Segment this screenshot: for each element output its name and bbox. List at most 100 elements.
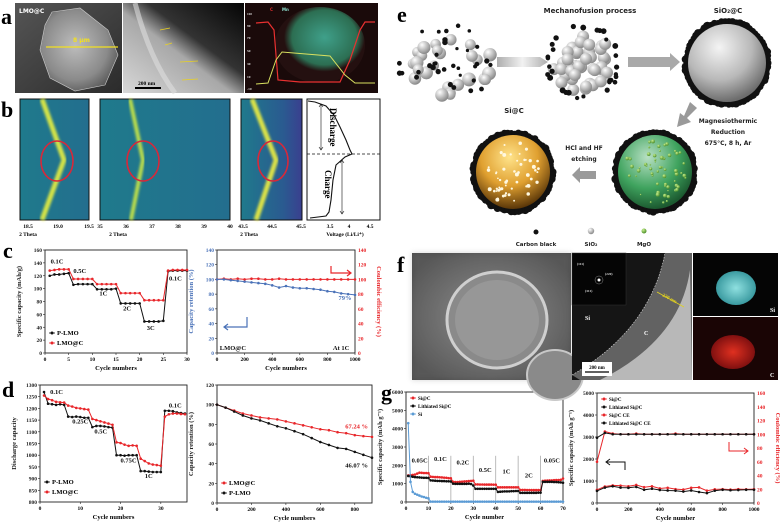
data-point [557,478,560,482]
y-tick-label: 0 [400,500,403,506]
data-point [627,432,630,436]
data-point [546,480,549,484]
data-point [642,432,646,436]
embedded-particle [680,172,683,175]
data-point [171,268,175,272]
data-point [163,415,167,418]
data-point [507,500,511,503]
carbon-black-particle [604,87,610,93]
embedded-particle [662,193,667,198]
data-point [603,431,607,435]
map-c-label: C [770,373,774,379]
embedded-particle [516,159,519,162]
data-point [50,402,54,406]
data-point [530,491,533,495]
tick-label: 19.5 [84,224,94,230]
data-point [471,479,475,483]
data-point [478,487,482,491]
x-tick-label: 600 [296,357,305,363]
y-tick-label: 1000 [392,482,403,488]
y-tick-label: 160 [34,248,43,254]
data-point [451,482,455,485]
annotation-label: 3C [147,325,155,332]
data-point [147,320,151,323]
y-tick-label: 1000 [583,479,594,485]
data-point [505,490,509,493]
annotation-label: 0.05C [412,458,428,465]
embedded-particle [526,192,530,196]
panel-letter-f: f [397,252,405,277]
data-point [674,432,677,436]
data-point [523,491,527,495]
data-point [163,409,167,413]
data-point [514,486,518,489]
y-tick-label: 800 [29,500,38,506]
data-point [62,403,66,407]
annotation-label: 46.07 % [345,463,368,470]
data-point [42,390,46,394]
sio2-particle [462,72,476,87]
embedded-particle [504,184,507,187]
data-point [131,444,134,447]
data-point [133,302,137,305]
y2-axis-label: Coulombic efficiency (%) [375,266,382,337]
eds-legend-c: C [270,7,273,12]
data-point [180,268,184,272]
data-point [319,288,322,292]
data-point [510,486,513,489]
carbon-black-particle [447,82,453,88]
data-point [451,500,455,503]
carbon-black-particle [549,68,555,74]
data-point [83,416,86,420]
data-point [501,490,504,493]
y-tick-label: 4000 [583,413,594,419]
data-point [519,491,522,495]
embedded-particle [649,163,652,166]
data-point [42,394,46,397]
embedded-particle [509,153,512,156]
data-point [298,286,302,290]
data-point [415,475,419,479]
y2-tick-label: 20 [358,336,364,342]
sio2-particle [568,68,581,81]
data-point [224,406,227,409]
embedded-particle [510,187,513,190]
data-point [433,500,437,503]
data-point [424,476,428,480]
carbon-black-particle [547,74,554,81]
chart-d: 0 200 400 600 800 0 20 40 60 80 100 120 Cycle number… [188,383,374,522]
data-point [445,479,448,483]
embedded-particle [664,185,667,188]
y2-tick-label: 60 [757,460,763,466]
data-point [270,284,274,287]
data-point [100,287,104,291]
data-point [552,478,556,482]
y-tick-label: 3000 [392,445,403,451]
data-point [66,415,70,418]
data-point [619,432,622,436]
y2-tick-label: 120 [757,419,766,425]
embedded-particle [518,141,522,145]
data-point [611,484,614,488]
sem-size-label: 8 μm [73,37,90,44]
x-axis-label: Cycle number [465,514,504,521]
data-point [250,414,253,417]
data-point [305,278,309,281]
data-point [485,500,489,503]
data-point [650,484,654,488]
data-point [415,472,419,475]
legend-label: LMO@C [52,489,79,496]
data-point [445,500,448,503]
annotation-label: 0.5C [94,429,107,436]
data-point [478,500,482,503]
annotation-label: 67.24 % [345,423,368,430]
data-point [427,471,430,475]
carbon-black-particle [451,63,456,69]
data-point [336,446,339,450]
data-point [370,435,374,439]
data-point [471,484,475,487]
embedded-particle [649,201,652,204]
data-point [521,488,524,492]
carbon-black-particle [416,69,421,75]
legend-label: Carbon black [516,242,557,248]
